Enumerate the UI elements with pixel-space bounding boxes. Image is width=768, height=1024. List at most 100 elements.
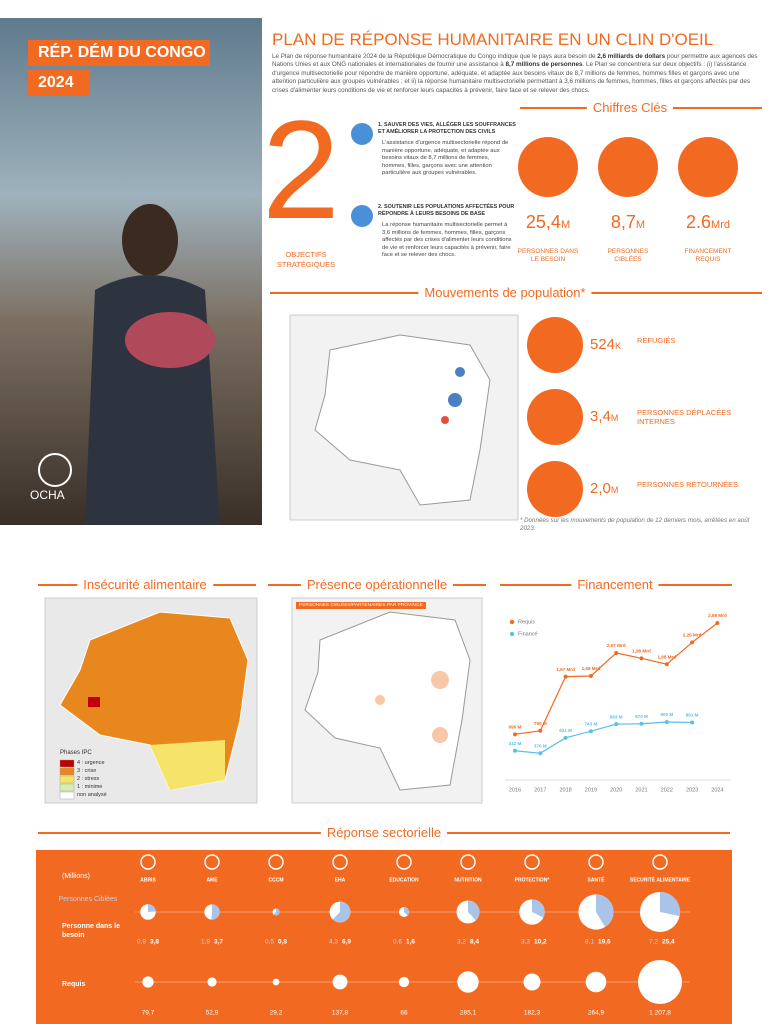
required-label: 52,9 [206, 1010, 219, 1017]
required-bubble [457, 971, 479, 993]
movement-label: PERSONNES DÉPLACÉES INTERNES [637, 408, 732, 426]
map-bubble [455, 367, 465, 377]
movement-number: 524 [590, 336, 616, 353]
data-label: 863 M [610, 714, 623, 719]
section-heading: Chiffres Clés [586, 100, 674, 116]
sector-icon [460, 854, 476, 870]
required-label: 66 [400, 1010, 408, 1017]
targeted-label: 1,9 [201, 939, 210, 946]
targeted-wedge [468, 900, 480, 921]
data-label: 1,67 Mrd [556, 667, 575, 672]
photo-figure [125, 312, 215, 368]
legend-swatch [59, 783, 75, 792]
point [513, 732, 517, 737]
sector-name: SANTÉ [588, 875, 606, 883]
map-shape [150, 740, 225, 790]
point [538, 751, 543, 756]
sector-icon [268, 854, 284, 870]
objective-text: La réponse humanitaire multisectorielle … [382, 222, 512, 259]
legend-marker [509, 619, 515, 625]
ocha-label: OCHA [30, 488, 65, 502]
legend-marker [509, 631, 515, 637]
sector-icon [524, 854, 540, 870]
objectives-label: OBJECTIFS STRATÉGIQUES [276, 250, 336, 269]
movement-unit: M [610, 485, 619, 495]
map-caption: PERSONNES CIBLÉES/PARTENAIRES PAR PROVIN… [296, 602, 426, 609]
x-tick-label: 2020 [610, 787, 622, 793]
objectives-number: 2 [262, 91, 340, 248]
map-shape [304, 611, 471, 791]
targeted-wedge [332, 901, 351, 923]
movement-value: 3,4M [590, 408, 618, 425]
required-label: 182,3 [524, 1010, 541, 1017]
required-bubble [272, 978, 280, 986]
required-label: 79,7 [142, 1010, 155, 1017]
movements-note: * Données sur les mouvements de populati… [520, 517, 750, 532]
point [513, 748, 517, 753]
point [614, 722, 619, 727]
section-heading: Insécurité alimentaire [77, 577, 213, 593]
movement-label: REFUGIÉS [637, 336, 676, 345]
targeted-label: 4,3 [329, 939, 338, 946]
legend-title: Phases IPC [60, 750, 92, 756]
key-figure-icon [678, 137, 738, 197]
legend-swatch [59, 775, 75, 784]
required-bubble [142, 976, 154, 988]
legend-label: non analysé [77, 792, 107, 798]
row-label: (Millions) [62, 873, 90, 880]
intro-part: 2,6 milliards de dollars [597, 53, 666, 60]
targeted-wedge [532, 899, 545, 918]
map-bubble [431, 671, 449, 689]
key-figure-label: PERSONNES DANS LE BESOIN [517, 248, 579, 263]
key-figure-number: 8,7 [610, 212, 636, 232]
key-figure-icon [518, 137, 578, 197]
required-label: 285,1 [460, 1010, 477, 1017]
required-bubble [638, 960, 682, 1004]
sector-name: ABRIS [140, 877, 156, 883]
section-heading: Présence opérationnelle [300, 577, 454, 593]
intro-part: pour permettre aux agences des Nations U… [272, 53, 758, 69]
movement-value: 524K [590, 336, 621, 353]
required-label: 1 207,8 [649, 1010, 671, 1017]
need-label: 1,6 [406, 939, 415, 946]
section-heading: Mouvements de population* [418, 285, 592, 301]
legend-label: 2 : stress [77, 776, 100, 782]
objective-icon [351, 123, 373, 145]
movement-icon [527, 317, 583, 373]
point [588, 729, 593, 734]
point [614, 651, 619, 656]
targeted-wedge [148, 904, 156, 912]
targeted-label: 0,9 [137, 939, 146, 946]
intro-part: 8,7 millions de personnes [505, 61, 583, 69]
point [563, 674, 568, 679]
movement-icon [527, 389, 583, 445]
x-tick-label: 2019 [585, 787, 597, 793]
map-bubble [441, 416, 449, 424]
legend-swatch [59, 767, 75, 776]
ocha-logo [38, 453, 72, 487]
x-tick-label: 2022 [661, 787, 673, 793]
data-label: 1,88 Mrd [657, 654, 676, 659]
sector-name: NUTRITION [454, 877, 482, 883]
data-label: 412 M [509, 741, 522, 746]
data-label: 750 M [534, 721, 547, 726]
sector-name: PROTECTION* [515, 877, 550, 883]
data-label: 1,98 Mrd [632, 649, 651, 654]
movement-value: 2,0M [590, 480, 618, 497]
required-label: 137,8 [332, 1010, 349, 1017]
targeted-label: 7,2 [649, 939, 658, 946]
map-bubble [448, 393, 462, 407]
sector-icon [332, 854, 348, 870]
sector-name: CCCM [269, 877, 284, 883]
targeted-wedge [273, 908, 280, 916]
point [639, 656, 644, 661]
point [538, 728, 543, 733]
key-figure-unit: M [560, 219, 571, 231]
key-figure-value: 25,4M [508, 212, 588, 233]
required-bubble [585, 971, 607, 993]
objective-title: 1. SAUVER DES VIES, ALLÉGER LES SOUFFRAN… [378, 122, 516, 135]
map-shape [88, 697, 100, 707]
section-heading: Réponse sectorielle [320, 825, 448, 841]
objective-text: L'assistance d'urgence multisectorielle … [382, 140, 509, 177]
